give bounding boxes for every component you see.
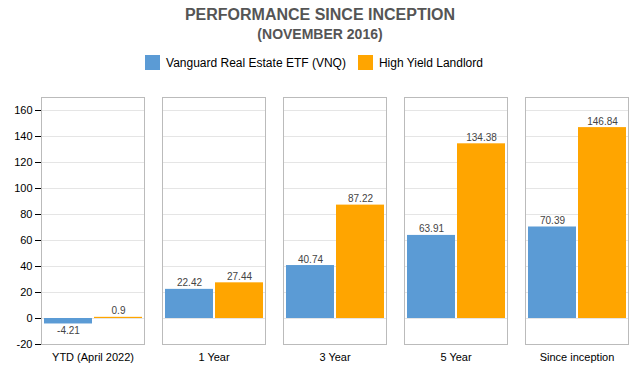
svg-text:1 Year: 1 Year — [198, 351, 230, 363]
html-text:PERFORMANCE SINCE INCEPTION: PERFORMANCE SINCE INCEPTION — [184, 6, 456, 23]
svg-text:100: 100 — [14, 182, 32, 194]
svg-text:87.22: 87.22 — [348, 193, 373, 204]
svg-text:60: 60 — [20, 234, 32, 246]
svg-text:27.44: 27.44 — [227, 271, 252, 282]
svg-text:160: 160 — [14, 104, 32, 116]
svg-text:80: 80 — [20, 208, 32, 220]
svg-text:146.84: 146.84 — [587, 116, 618, 127]
svg-text:0: 0 — [26, 312, 32, 324]
svg-text:-20: -20 — [17, 338, 33, 350]
svg-text:22.42: 22.42 — [177, 277, 202, 288]
html-text:Vanguard Real Estate ETF (VNQ): Vanguard Real Estate ETF (VNQ) — [166, 55, 346, 70]
svg-text:20: 20 — [20, 286, 32, 298]
svg-text:120: 120 — [14, 156, 32, 168]
svg-text:140: 140 — [14, 130, 32, 142]
svg-text:YTD (April 2022): YTD (April 2022) — [52, 351, 134, 363]
svg-text:3 Year: 3 Year — [319, 351, 351, 363]
svg-text:-4.21: -4.21 — [57, 325, 80, 336]
html-text:(NOVEMBER 2016): (NOVEMBER 2016) — [257, 26, 383, 42]
svg-text:63.91: 63.91 — [419, 223, 444, 234]
svg-text:134.38: 134.38 — [466, 132, 497, 143]
svg-text:40: 40 — [20, 260, 32, 272]
svg-text:5 Year: 5 Year — [440, 351, 472, 363]
svg-text:0.9: 0.9 — [112, 305, 126, 316]
html-text:High Yield Landlord: High Yield Landlord — [378, 55, 483, 70]
svg-text:70.39: 70.39 — [540, 215, 565, 226]
svg-text:Since inception: Since inception — [540, 351, 615, 363]
svg-text:40.74: 40.74 — [298, 254, 323, 265]
